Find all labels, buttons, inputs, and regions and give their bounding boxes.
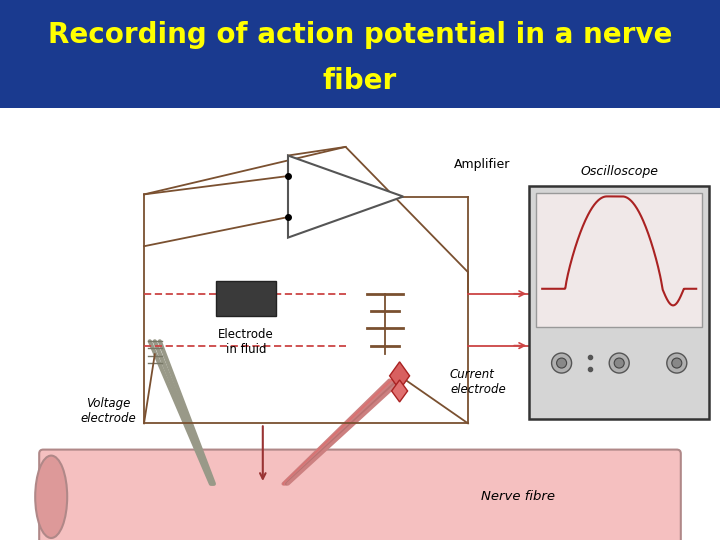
- Text: Electrode
in fluid: Electrode in fluid: [218, 328, 274, 356]
- FancyBboxPatch shape: [536, 193, 702, 327]
- Circle shape: [609, 353, 629, 373]
- Polygon shape: [392, 380, 408, 402]
- Polygon shape: [288, 156, 403, 238]
- Circle shape: [672, 358, 682, 368]
- Circle shape: [667, 353, 687, 373]
- Text: Current
electrode: Current electrode: [450, 368, 505, 396]
- Text: Oscilloscope: Oscilloscope: [580, 165, 658, 178]
- Circle shape: [552, 353, 572, 373]
- Text: Voltage
electrode: Voltage electrode: [80, 397, 136, 426]
- Circle shape: [614, 358, 624, 368]
- FancyBboxPatch shape: [39, 450, 681, 540]
- Bar: [216, 281, 276, 316]
- Polygon shape: [390, 362, 410, 390]
- Circle shape: [557, 358, 567, 368]
- Text: fiber: fiber: [323, 67, 397, 95]
- Text: Amplifier: Amplifier: [454, 158, 510, 171]
- Bar: [529, 186, 709, 419]
- Ellipse shape: [35, 456, 67, 538]
- Text: Recording of action potential in a nerve: Recording of action potential in a nerve: [48, 21, 672, 49]
- Bar: [0, 0, 720, 108]
- Text: Nerve fibre: Nerve fibre: [482, 490, 555, 503]
